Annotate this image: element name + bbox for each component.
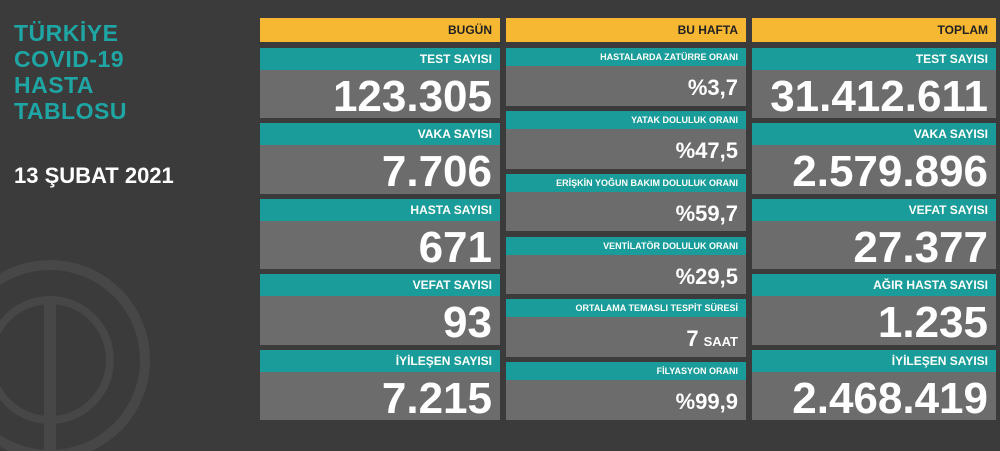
card-value: 2.579.896	[752, 145, 996, 197]
value-text: 2.468.419	[792, 373, 988, 423]
card-label: FİLYASYON ORANI	[506, 362, 746, 381]
card-label: İYİLEŞEN SAYISI	[260, 349, 500, 372]
value-text: %47,5	[675, 137, 738, 163]
card-label: TEST SAYISI	[752, 48, 996, 70]
value-text: 7.215	[381, 373, 492, 423]
card-value: 93	[260, 296, 500, 348]
card-label: AĞIR HASTA SAYISI	[752, 274, 996, 297]
card-value: %47,5	[506, 128, 746, 169]
card-label: HASTA SAYISI	[260, 198, 500, 221]
title-line: HASTA	[14, 72, 95, 98]
value-text: 7	[686, 326, 699, 352]
column-header: BU HAFTA	[506, 18, 746, 42]
card-label: VEFAT SAYISI	[752, 198, 996, 221]
card-value: %29,5	[506, 254, 746, 295]
value-text: 31.412.611	[770, 72, 988, 121]
card-label: VAKA SAYISI	[752, 123, 996, 146]
value-text: %59,7	[675, 200, 738, 226]
card-value: %99,9	[506, 380, 746, 420]
card-value: 123.305	[260, 70, 500, 121]
date: 13 ŞUBAT 2021	[14, 163, 174, 188]
card-value: 1.235	[752, 296, 996, 348]
value-text: 671	[418, 222, 492, 272]
card-label: VEFAT SAYISI	[260, 274, 500, 297]
value-text: 123.305	[332, 72, 492, 121]
card-value: 7.706	[260, 145, 500, 197]
emblem	[0, 260, 150, 451]
card-value: 671	[260, 220, 500, 272]
value-text: 7.706	[381, 147, 492, 197]
card-label: YATAK DOLULUK ORANI	[506, 110, 746, 129]
card-value: 31.412.611	[752, 70, 996, 121]
card-label: ORTALAMA TEMASLI TESPİT SÜRESİ	[506, 299, 746, 318]
card-label: TEST SAYISI	[260, 48, 500, 70]
title-line: COVID-19	[14, 46, 125, 72]
card-value: 2.468.419	[752, 371, 996, 423]
card-label: VAKA SAYISI	[260, 123, 500, 146]
card-value: 7.215	[260, 371, 500, 423]
value-text: 2.579.896	[792, 147, 988, 197]
card-label: HASTALARDA ZATÜRRE ORANI	[506, 48, 746, 66]
card-value: 7 SAAT	[506, 317, 746, 358]
value-text: %29,5	[675, 263, 738, 289]
value-text: 27.377	[853, 222, 988, 272]
card-label: İYİLEŞEN SAYISI	[752, 349, 996, 372]
card-value: %59,7	[506, 191, 746, 232]
value-text: 93	[443, 298, 492, 348]
title: TÜRKİYE COVID-19 HASTA TABLOSU	[14, 20, 127, 124]
value-text: 1.235	[877, 298, 988, 348]
card-label: ERİŞKİN YOĞUN BAKIM DOLULUK ORANI	[506, 173, 746, 192]
title-line: TÜRKİYE	[14, 20, 119, 46]
title-line: TABLOSU	[14, 98, 127, 124]
card-value: 27.377	[752, 220, 996, 272]
card-value: %3,7	[506, 66, 746, 106]
value-unit: SAAT	[703, 334, 738, 350]
column-header: BUGÜN	[260, 18, 500, 42]
value-text: %3,7	[687, 75, 738, 100]
column-header: TOPLAM	[752, 18, 996, 42]
card-label: VENTİLATÖR DOLULUK ORANI	[506, 236, 746, 255]
value-text: %99,9	[675, 389, 738, 415]
